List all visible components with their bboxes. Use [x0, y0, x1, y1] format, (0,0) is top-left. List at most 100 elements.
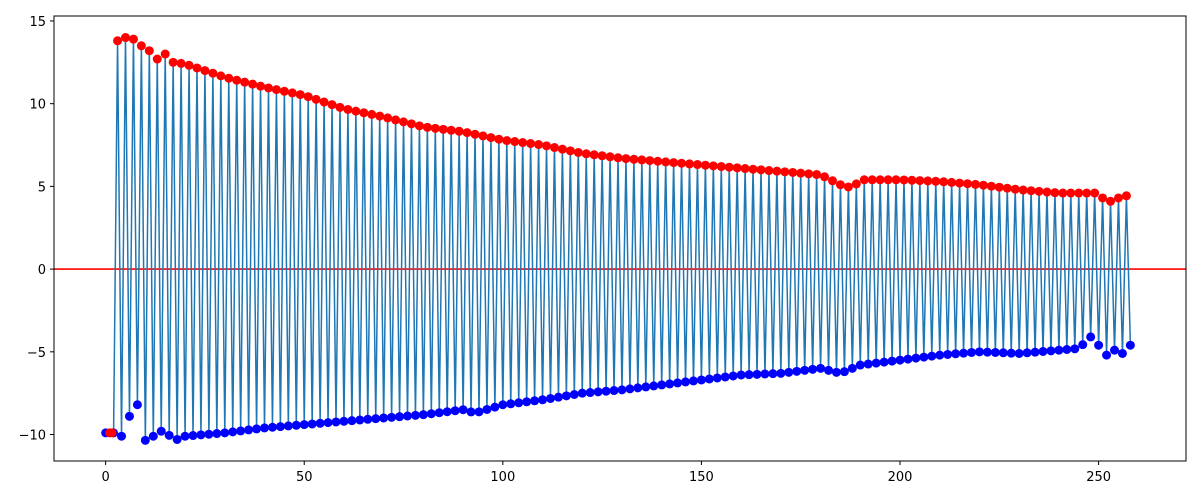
- trough-marker: [267, 422, 277, 432]
- trough-marker: [808, 364, 818, 374]
- peak-marker: [534, 140, 544, 150]
- trough-marker: [800, 365, 810, 375]
- peak-marker: [669, 158, 679, 168]
- trough-marker: [490, 402, 500, 412]
- peak-marker: [542, 141, 552, 151]
- trough-marker: [871, 358, 881, 368]
- trough-marker: [283, 421, 293, 431]
- trough-marker: [450, 406, 460, 416]
- trough-marker: [387, 412, 397, 422]
- y-tick-label: 15: [29, 15, 46, 30]
- trough-marker: [538, 395, 548, 405]
- trough-marker: [355, 415, 365, 425]
- trough-marker: [847, 363, 857, 373]
- peak-marker: [796, 168, 806, 178]
- trough-marker: [768, 369, 778, 379]
- trough-marker: [982, 347, 992, 357]
- trough-marker: [244, 425, 254, 435]
- trough-marker: [839, 367, 849, 377]
- y-tick-label: −5: [27, 346, 46, 361]
- peak-marker: [486, 133, 496, 143]
- peak-marker: [343, 104, 353, 114]
- peak-marker: [1066, 188, 1076, 198]
- peak-marker: [851, 179, 861, 189]
- peak-marker: [391, 115, 401, 125]
- trough-marker: [482, 404, 492, 414]
- peak-marker: [399, 117, 409, 127]
- peak-marker: [335, 102, 345, 112]
- peak-marker: [406, 119, 416, 129]
- trough-marker: [275, 422, 285, 432]
- trough-marker: [522, 397, 532, 407]
- peak-marker: [1082, 188, 1092, 198]
- trough-marker: [824, 365, 834, 375]
- trough-marker: [180, 431, 190, 441]
- trough-marker: [633, 383, 643, 393]
- peak-marker: [677, 158, 687, 168]
- trough-marker: [831, 367, 841, 377]
- trough-marker: [514, 398, 524, 408]
- trough-marker: [688, 376, 698, 386]
- peak-marker: [772, 166, 782, 176]
- peak-marker: [994, 182, 1004, 192]
- peak-marker: [1010, 184, 1020, 194]
- peak-marker: [168, 57, 178, 67]
- trough-marker: [1030, 347, 1040, 357]
- trough-marker: [132, 400, 142, 410]
- trough-marker: [212, 429, 222, 439]
- peak-marker: [963, 179, 973, 189]
- peak-marker: [780, 167, 790, 177]
- trough-marker: [220, 428, 230, 438]
- peak-marker: [414, 121, 424, 131]
- peak-marker: [1058, 188, 1068, 198]
- peak-marker: [224, 73, 234, 83]
- trough-marker: [601, 386, 611, 396]
- trough-marker: [673, 378, 683, 388]
- peak-marker: [875, 175, 885, 185]
- peak-marker: [1106, 196, 1116, 206]
- trough-marker: [967, 347, 977, 357]
- peak-marker: [446, 125, 456, 135]
- peak-marker: [470, 129, 480, 139]
- peak-marker: [303, 92, 313, 102]
- peak-marker: [756, 165, 766, 175]
- y-tick-label: 10: [29, 98, 46, 113]
- peak-marker: [828, 176, 837, 186]
- trough-marker: [363, 414, 373, 424]
- trough-marker: [196, 430, 206, 440]
- peak-marker: [1034, 186, 1044, 196]
- trough-marker: [498, 400, 508, 410]
- axes-frame: [53, 15, 1187, 462]
- x-tick-label: 150: [689, 470, 714, 485]
- peak-marker: [367, 109, 377, 119]
- peak-marker: [653, 156, 663, 166]
- trough-marker: [561, 391, 571, 401]
- trough-marker: [657, 380, 667, 390]
- trough-marker: [299, 420, 309, 430]
- peak-marker: [716, 162, 726, 172]
- peak-marker: [613, 153, 623, 163]
- trough-marker: [506, 399, 516, 409]
- peak-marker: [661, 157, 671, 167]
- peak-marker: [311, 94, 321, 104]
- peak-marker: [573, 147, 583, 157]
- peak-marker: [359, 108, 369, 118]
- peak-marker: [1113, 193, 1123, 203]
- trough-marker: [990, 347, 1000, 357]
- trough-marker: [1038, 346, 1048, 356]
- peak-marker: [438, 124, 448, 134]
- peak-marker: [557, 144, 567, 154]
- trough-marker: [752, 369, 762, 379]
- peak-marker: [708, 161, 718, 171]
- peak-marker: [700, 160, 710, 170]
- trough-marker: [776, 368, 786, 378]
- trough-marker: [728, 371, 738, 381]
- peak-marker: [518, 138, 528, 148]
- trough-marker: [617, 385, 627, 395]
- trough-marker: [426, 409, 436, 419]
- peak-marker: [422, 122, 432, 132]
- trough-marker: [1046, 346, 1056, 356]
- peak-marker: [271, 85, 281, 95]
- peak-marker: [184, 60, 194, 70]
- peak-marker: [256, 81, 266, 91]
